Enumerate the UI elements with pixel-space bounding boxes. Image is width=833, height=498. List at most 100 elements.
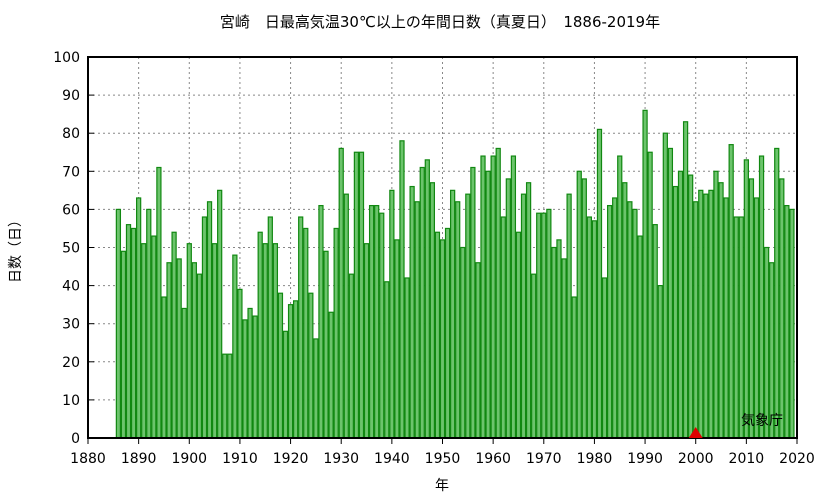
bar-1947 [424,159,430,439]
bar-1902 [196,273,203,439]
bar-1943 [404,277,410,439]
bar-1942 [399,140,405,439]
bar-1964 [510,155,517,439]
bar-2019 [789,208,795,439]
x-tick-label: 1910 [222,451,258,467]
bar-1987 [627,201,633,439]
bar-1979 [586,216,592,439]
bar-1933 [353,151,360,439]
bar-1919 [282,330,289,439]
bar-2009 [738,216,744,439]
x-tick-label: 1970 [526,451,562,467]
bar-2007 [728,144,734,439]
bar-1898 [176,258,182,439]
bar-1990 [642,109,648,439]
bar-1899 [181,307,187,439]
bar-1926 [318,204,324,439]
bar-2016 [774,147,780,439]
bar-1975 [566,193,572,439]
bar-2003 [708,189,714,439]
bar-1929 [333,227,339,439]
bar-1966 [520,193,527,439]
bar-1922 [298,216,304,439]
bar-1888 [125,224,132,439]
y-tick-label: 80 [62,126,80,142]
bar-1998 [682,121,689,439]
bar-1993 [657,285,663,439]
bar-1996 [672,185,679,439]
bar-1957 [475,262,481,439]
bar-1904 [206,201,213,439]
x-tick-label: 1900 [171,451,207,467]
y-tick-label: 0 [71,431,80,447]
bar-1936 [368,204,375,439]
bar-1948 [429,182,436,439]
bar-2015 [769,262,775,439]
bar-2001 [698,189,704,439]
bar-1890 [136,197,142,439]
bar-1989 [637,235,643,439]
bar-1896 [166,262,172,439]
bar-1994 [662,132,668,439]
bar-1931 [343,193,349,439]
bar-1961 [495,147,501,439]
bar-1971 [546,208,552,439]
bar-1999 [688,174,694,439]
bar-2018 [784,204,790,439]
bar-1897 [171,231,177,439]
bar-1970 [541,212,547,439]
bar-1937 [374,204,380,439]
bar-1995 [667,147,674,439]
y-tick-label: 20 [62,355,80,371]
bar-1949 [434,231,441,439]
y-tick-label: 70 [62,164,80,180]
bar-1916 [267,216,273,439]
bar-1988 [632,208,638,439]
bar-1913 [252,315,258,439]
bar-1923 [303,227,309,439]
bar-2008 [733,216,739,439]
bar-1973 [556,239,562,439]
bar-1965 [515,231,522,439]
bar-1986 [622,182,628,439]
bar-1956 [470,166,476,439]
bar-1914 [257,231,263,439]
bar-2013 [758,155,765,439]
x-tick-label: 1920 [273,451,309,467]
y-tick-label: 90 [62,88,80,104]
bar-1980 [591,220,598,439]
bar-1960 [490,155,496,439]
bar-1982 [601,277,608,439]
y-tick-label: 40 [62,279,80,295]
bar-1952 [449,189,456,439]
bar-1985 [617,155,623,439]
bar-1938 [379,212,385,439]
x-tick-label: 1950 [425,451,461,467]
bar-2012 [753,197,760,439]
bar-1945 [414,201,420,439]
chart-title: 宮崎 日最高気温30℃以上の年間日数（真夏日） 1886-2019年 [220,13,660,31]
bar-1997 [677,170,684,439]
bar-1954 [460,246,466,439]
bar-1944 [409,185,415,439]
bar-1889 [130,227,137,439]
bar-1917 [272,243,279,439]
bar-1959 [485,170,491,439]
x-tick-label: 1880 [70,451,106,467]
x-tick-label: 1960 [475,451,511,467]
bar-1962 [500,216,506,439]
bar-1915 [262,243,268,439]
bar-1953 [455,201,461,439]
bar-1991 [647,151,653,439]
bar-1895 [161,296,167,439]
bar-1907 [222,353,228,439]
bar-1978 [581,178,587,439]
bar-2006 [723,197,729,439]
bar-1941 [394,239,400,439]
bar-1930 [338,147,344,439]
bar-2000 [693,201,699,439]
bar-1969 [536,212,542,439]
bar-1887 [120,250,127,439]
